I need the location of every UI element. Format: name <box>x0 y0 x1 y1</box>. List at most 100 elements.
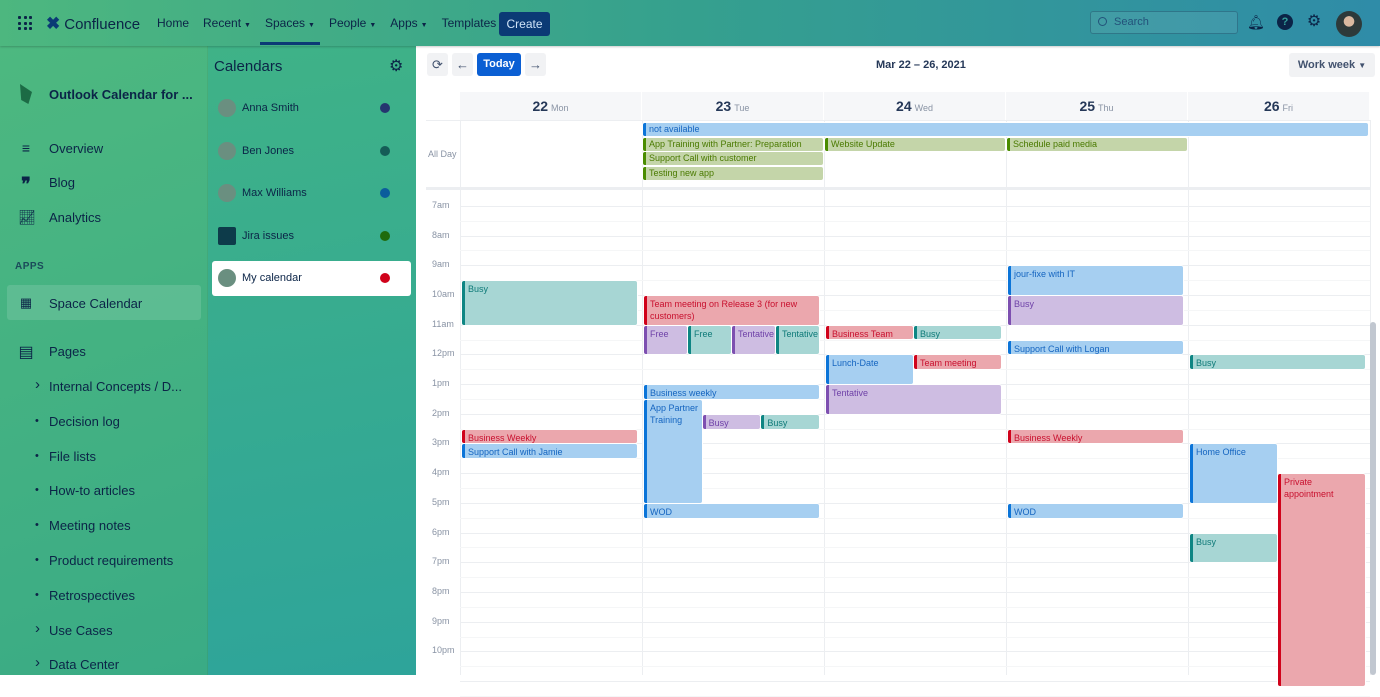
sidebar-item-analytics[interactable]: Analytics <box>49 210 102 225</box>
page-item[interactable]: How-to articles <box>49 483 135 499</box>
next-button[interactable]: → <box>525 53 546 76</box>
space-calendar-label[interactable]: Space Calendar <box>49 296 143 311</box>
page-item[interactable]: Meeting notes <box>49 518 131 534</box>
search-input[interactable]: Search <box>1090 11 1238 34</box>
page-item[interactable]: File lists <box>49 448 96 464</box>
brand-name: Confluence <box>64 15 141 33</box>
calendar-color-dot[interactable] <box>380 103 390 113</box>
refresh-button[interactable]: ⟳ <box>427 53 448 76</box>
all-day-event[interactable]: Support Call with customer <box>643 152 823 165</box>
confluence-logo[interactable]: ✖ Confluence <box>46 14 140 34</box>
calendar-event[interactable]: Private appointment <box>1278 474 1365 686</box>
all-day-event[interactable]: Website Update <box>825 137 1005 151</box>
bullet-icon: • <box>35 449 39 462</box>
calendar-event[interactable]: Busy <box>1008 295 1183 325</box>
calendar-color-dot[interactable] <box>380 145 390 156</box>
page-item[interactable]: Product requirements <box>49 553 174 568</box>
sidebar-item-space-calendar[interactable] <box>7 285 201 320</box>
calendar-event[interactable]: Busy <box>914 325 1001 340</box>
calendar-event[interactable]: Tentative <box>732 325 775 355</box>
calendars-title: Calendars <box>214 58 283 75</box>
calendar-event[interactable]: Tentative <box>826 385 1001 414</box>
day-number: 23 <box>715 98 732 114</box>
calendar-color-dot[interactable] <box>380 230 390 241</box>
page-item[interactable]: Use Cases <box>49 622 113 638</box>
nav-templates[interactable]: Templates <box>435 0 504 46</box>
nav-label: Home <box>157 16 190 30</box>
calendar-event[interactable]: Busy <box>702 414 761 429</box>
day-divider <box>460 120 461 675</box>
calendar-event[interactable]: Tentative <box>776 325 819 355</box>
hour-line <box>460 235 1370 237</box>
scrollbar[interactable] <box>1370 322 1376 675</box>
calendar-event[interactable]: jour-fixe with IT <box>1008 266 1183 295</box>
nav-home[interactable]: Home <box>150 0 196 46</box>
calendar-event[interactable]: Free <box>644 325 687 355</box>
hour-line <box>460 502 1370 504</box>
today-button[interactable]: Today <box>477 53 521 76</box>
nav-recent[interactable]: Recent ▼ <box>196 0 258 46</box>
all-day-event[interactable]: not available <box>643 123 1368 136</box>
hour-line <box>460 473 1370 475</box>
all-day-event[interactable]: Schedule paid media <box>1007 137 1187 151</box>
calendar-event[interactable]: Busy <box>1190 355 1365 370</box>
calendar-item[interactable]: Anna Smith <box>212 91 411 126</box>
calendar-color-dot[interactable] <box>380 188 390 199</box>
calendar-event[interactable]: App Partner Training <box>644 399 702 503</box>
sidebar-item-pages[interactable]: Pages <box>49 344 86 359</box>
calendar-event[interactable]: Team meeting on Release 3 (for new custo… <box>644 295 819 325</box>
calendar-event[interactable]: WOD <box>644 503 819 518</box>
calendar-event[interactable]: Support Call with Jamie <box>462 444 637 459</box>
overview-icon: ≡ <box>21 140 31 156</box>
nav-label: Recent <box>203 16 242 30</box>
calendar-event[interactable]: Busy <box>1190 533 1277 563</box>
calendar-item[interactable]: Ben Jones <box>212 134 411 169</box>
page-item[interactable]: Decision log <box>49 413 120 429</box>
hour-label: 7pm <box>432 556 450 567</box>
page-item[interactable]: Internal Concepts / D... <box>49 379 182 394</box>
arrow-right-icon: → <box>529 57 542 72</box>
calendar-event[interactable]: Busy <box>462 281 637 325</box>
expand-chevron-icon: › <box>35 619 40 637</box>
app-switcher-icon[interactable] <box>18 16 32 30</box>
nav-apps[interactable]: Apps ▼ <box>383 0 434 46</box>
all-day-event[interactable]: Testing new app <box>643 166 823 180</box>
previous-button[interactable]: ← <box>452 53 473 76</box>
calendar-event[interactable]: Team meeting <box>914 355 1001 370</box>
view-select[interactable]: Work week ▼ <box>1289 53 1375 77</box>
calendar-name: Jira issues <box>242 229 294 242</box>
calendar-avatar <box>218 99 236 117</box>
calendar-event[interactable]: Home Office <box>1190 444 1277 503</box>
nav-spaces[interactable]: Spaces ▼ <box>258 0 322 46</box>
hour-label: 6pm <box>432 526 450 537</box>
calendar-event[interactable]: Support Call with Logan <box>1008 340 1183 355</box>
calendar-event[interactable]: Business Weekly <box>1008 429 1183 444</box>
page-item[interactable]: Retrospectives <box>49 587 135 603</box>
settings-icon[interactable]: ⚙ <box>1306 13 1322 30</box>
calendar-settings-icon[interactable]: ⚙ <box>389 58 404 75</box>
sidebar-item-overview[interactable]: Overview <box>49 141 104 156</box>
user-avatar[interactable] <box>1336 11 1362 37</box>
all-day-event[interactable]: App Training with Partner: Preparation <box>643 137 823 151</box>
calendar-event[interactable]: Busy <box>761 414 819 429</box>
sidebar-item-blog[interactable]: Blog <box>49 175 76 190</box>
calendar-event[interactable]: Business Team <box>826 325 913 340</box>
hour-label: 1pm <box>432 378 450 389</box>
help-icon[interactable]: ? <box>1277 14 1293 30</box>
day-header: 22 Mon <box>460 92 641 120</box>
notifications-icon[interactable]: 🔔︎ <box>1247 14 1265 30</box>
create-button[interactable]: Create <box>499 12 550 36</box>
nav-people[interactable]: People ▼ <box>322 0 383 46</box>
calendar-event[interactable]: Free <box>688 325 731 355</box>
page-item[interactable]: Data Center <box>49 657 120 673</box>
calendar-event[interactable]: Business Weekly <box>462 429 637 444</box>
bullet-icon: • <box>35 554 39 566</box>
calendar-event[interactable]: Lunch-Date <box>826 355 913 385</box>
calendar-item[interactable]: Jira issues <box>212 219 411 254</box>
calendar-item[interactable]: Max Williams <box>212 176 411 211</box>
calendar-event[interactable]: WOD <box>1008 503 1183 518</box>
calendar-event[interactable]: Business weekly <box>644 385 819 399</box>
space-title[interactable]: Outlook Calendar for ... <box>49 87 193 102</box>
calendar-color-dot[interactable] <box>380 273 390 284</box>
calendar-item[interactable]: My calendar <box>212 261 411 297</box>
